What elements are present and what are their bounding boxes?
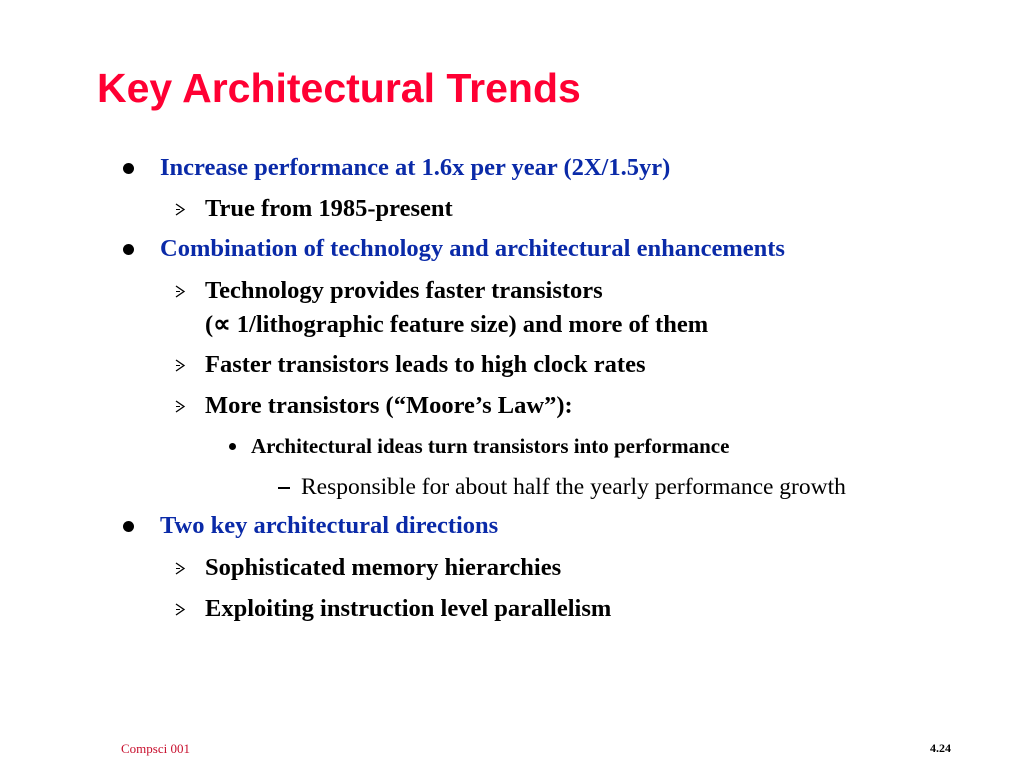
bullet-item-level2: Sophisticated memory hierarchies (205, 554, 562, 581)
bullet-item-level2-continuation: (∝ 1/lithographic feature size) and more… (205, 311, 709, 338)
footer-course: Compsci 001 (121, 741, 190, 756)
bullet-dot-icon (123, 163, 134, 174)
bullet-dot-icon (123, 521, 134, 532)
bullet-small-dot-icon (229, 443, 236, 450)
bullet-item-level2: More transistors (“Moore’s Law”): (205, 392, 573, 419)
bullet-item-level1: Combination of technology and architectu… (160, 235, 785, 262)
bullet-dot-icon (123, 244, 134, 255)
arrowhead-bullet-icon (175, 285, 186, 298)
bullet-item-level4: Responsible for about half the yearly pe… (301, 474, 846, 500)
slide-title: Key Architectural Trends (97, 65, 581, 111)
bullet-item-level2: Faster transistors leads to high clock r… (205, 351, 646, 378)
bullet-item-level1: Increase performance at 1.6x per year (2… (160, 154, 671, 181)
arrowhead-bullet-icon (175, 400, 186, 413)
arrowhead-bullet-icon (175, 603, 186, 616)
bullet-item-level2: Technology provides faster transistors (205, 277, 603, 304)
bullet-item-level2: Exploiting instruction level parallelism (205, 595, 612, 622)
arrowhead-bullet-icon (175, 562, 186, 575)
dash-bullet-icon (278, 487, 290, 489)
arrowhead-bullet-icon (175, 359, 186, 372)
bullet-item-level2: True from 1985-present (205, 195, 453, 222)
bullet-item-level3: Architectural ideas turn transistors int… (251, 434, 730, 458)
bullet-item-level1: Two key architectural directions (160, 512, 499, 539)
footer-page-number: 4.24 (930, 741, 951, 755)
arrowhead-bullet-icon (175, 203, 186, 216)
